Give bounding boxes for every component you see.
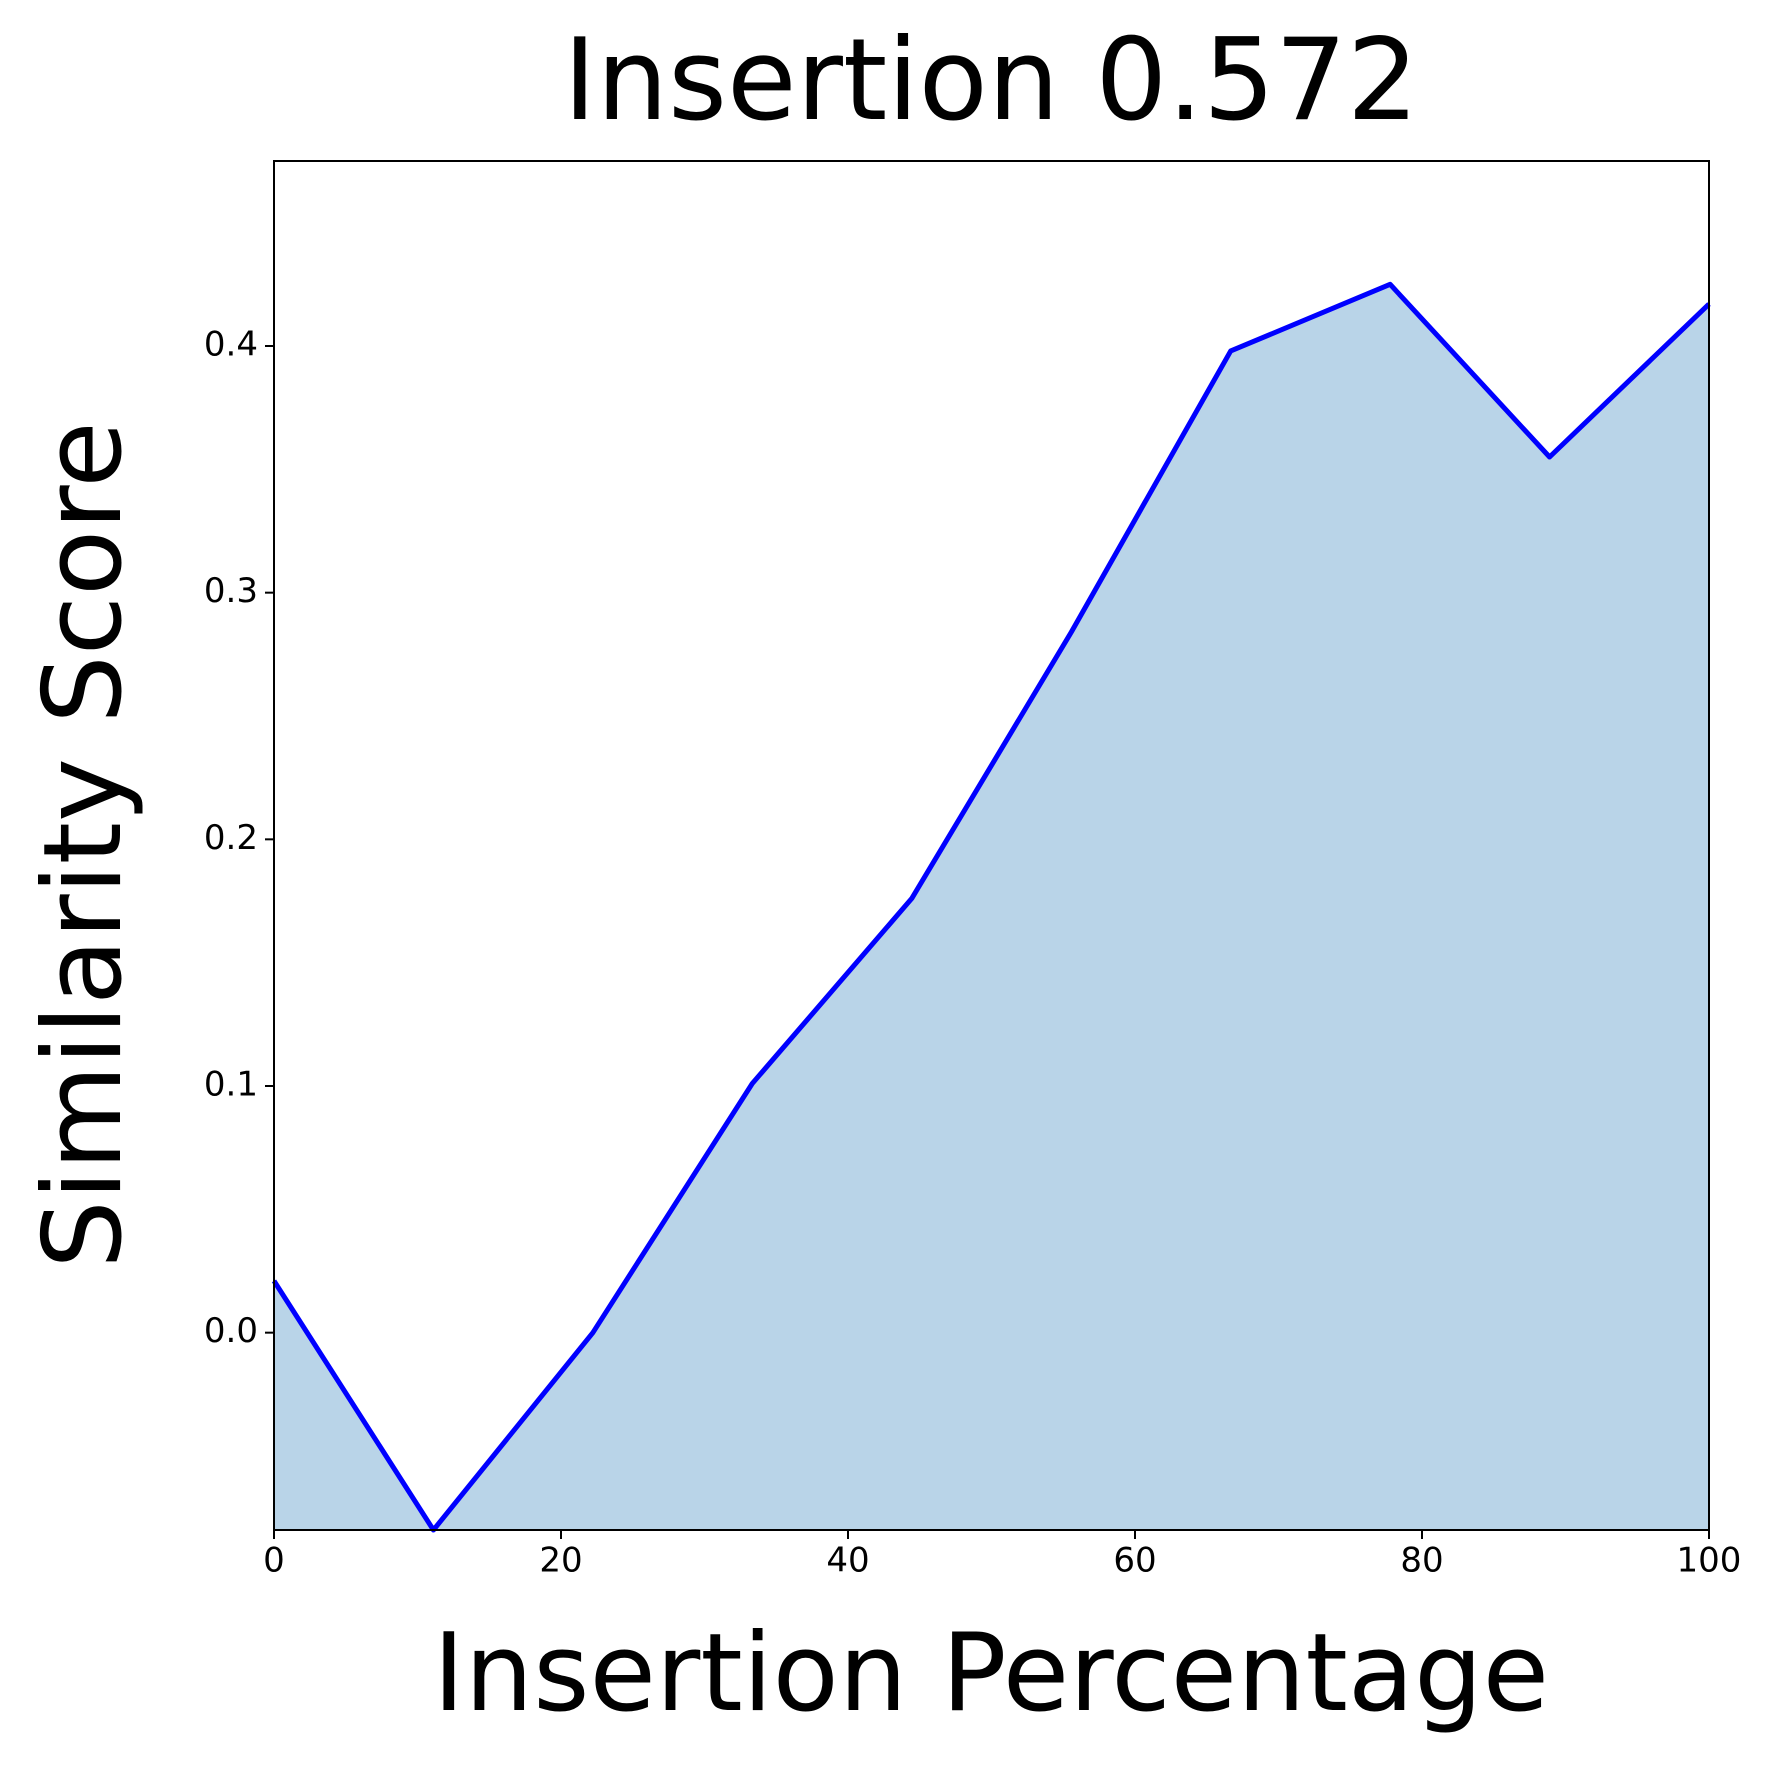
y-tick-label: 0.4 — [204, 325, 258, 365]
y-axis-label: Similarity Score — [21, 421, 146, 1268]
area-fill — [274, 284, 1709, 1530]
chart-title: Insertion 0.572 — [563, 14, 1419, 146]
y-tick-label: 0.1 — [204, 1065, 258, 1105]
line — [271, 281, 1711, 1533]
x-tick-label: 60 — [1113, 1541, 1156, 1581]
x-tick-label: 0 — [263, 1541, 285, 1581]
y-tick-label: 0.0 — [204, 1311, 258, 1351]
plot-frame — [273, 160, 1710, 1531]
y-tick-label: 0.2 — [204, 818, 258, 858]
x-tick-label: 80 — [1400, 1541, 1443, 1581]
x-axis-label: Insertion Percentage — [433, 1611, 1549, 1736]
x-tick-label: 100 — [1677, 1541, 1742, 1581]
x-tick-label: 20 — [539, 1541, 582, 1581]
y-tick-label: 0.3 — [204, 571, 258, 611]
x-tick-label: 40 — [826, 1541, 869, 1581]
